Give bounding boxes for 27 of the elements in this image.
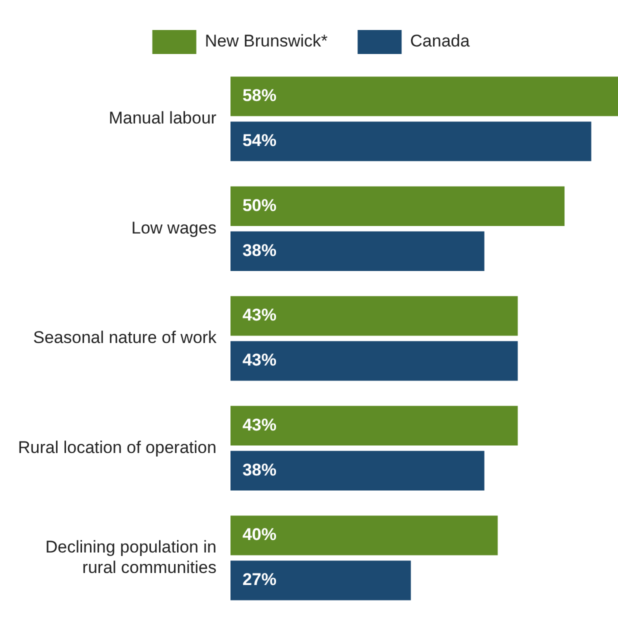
bar — [230, 186, 565, 226]
data-label: 54% — [242, 131, 276, 150]
y-tick-label: Manual labour — [108, 108, 217, 128]
y-tick-label: Seasonal nature of work — [33, 328, 217, 348]
y-tick-label: Declining population in rural communities — [45, 537, 216, 577]
bar — [230, 560, 411, 600]
legend-label: Canada — [410, 32, 470, 51]
bar — [230, 516, 498, 556]
data-label: 38% — [242, 460, 276, 480]
legend-label: New Brunswick* — [204, 32, 328, 51]
bar — [230, 341, 518, 381]
data-label: 50% — [242, 196, 276, 215]
bar — [230, 122, 592, 162]
bar — [230, 231, 484, 271]
y-tick-label: Low wages — [131, 218, 216, 238]
bar — [230, 76, 618, 116]
data-label: 27% — [242, 570, 276, 590]
data-label: 38% — [242, 240, 276, 260]
y-tick-label: Rural location of operation — [18, 438, 216, 457]
bar — [230, 450, 484, 490]
data-label: 58% — [242, 86, 276, 106]
data-label: 43% — [242, 415, 276, 434]
bar — [230, 406, 518, 446]
data-label: 43% — [242, 350, 276, 370]
data-label: 43% — [242, 306, 276, 325]
data-label: 40% — [242, 525, 276, 544]
bar — [230, 296, 518, 336]
